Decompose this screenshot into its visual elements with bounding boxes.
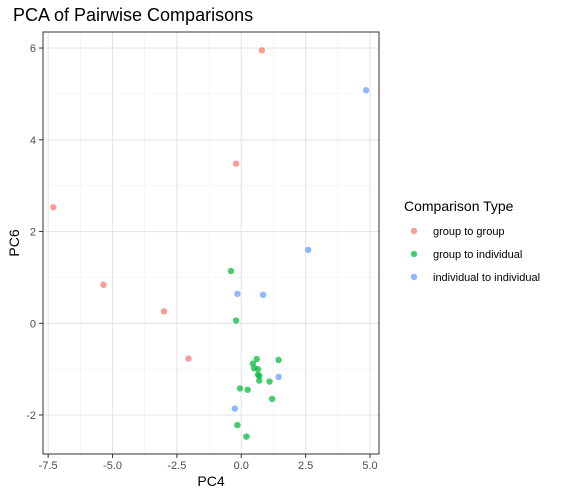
point-individual-to-individual	[234, 290, 241, 298]
legend: Comparison Type group to group group to i…	[404, 198, 540, 284]
y-tick-label: 0	[30, 318, 36, 330]
legend-title: Comparison Type	[404, 198, 514, 214]
point-individual-to-individual	[231, 405, 239, 412]
legend-label-group-to-individual: group to individual	[433, 249, 522, 261]
points-layer	[50, 47, 370, 440]
point-group-to-individual	[256, 372, 263, 380]
y-tick-label: 2	[30, 227, 36, 239]
panel-border	[42, 31, 380, 455]
point-group-to-individual	[266, 378, 273, 385]
legend-label-group-to-group: group to group	[433, 226, 505, 238]
legend-key-group-to-group	[410, 227, 418, 235]
y-axis-title: PC6	[6, 229, 22, 256]
point-group-to-individual	[268, 395, 276, 403]
y-tick-label: 6	[30, 43, 36, 55]
point-group-to-group	[160, 308, 168, 315]
y-tick-label: -2	[26, 410, 36, 422]
point-group-to-individual	[232, 317, 240, 324]
chart-title: PCA of Pairwise Comparisons	[13, 5, 253, 25]
point-group-to-individual	[254, 365, 262, 373]
point-group-to-group	[50, 204, 57, 211]
point-group-to-individual	[236, 385, 244, 392]
point-group-to-individual	[244, 386, 251, 393]
x-tick-label: 2.5	[298, 460, 313, 472]
point-individual-to-individual	[275, 373, 282, 381]
point-group-to-individual	[253, 355, 260, 363]
legend-key-individual-to-individual	[410, 273, 418, 281]
point-group-to-individual	[243, 433, 250, 440]
point-group-to-group	[185, 355, 192, 362]
x-tick-label: 5.0	[362, 460, 377, 472]
legend-label-individual-to-individual: individual to individual	[433, 272, 540, 284]
x-axis-title: PC4	[197, 473, 224, 489]
point-group-to-individual	[234, 421, 241, 429]
x-axis-ticks: -7.5 -5.0 -2.5 0.0 2.5 5.0	[39, 454, 378, 472]
x-tick-label: 0.0	[234, 460, 249, 472]
point-group-to-individual	[227, 267, 235, 275]
point-individual-to-individual	[362, 87, 370, 94]
y-tick-label: 4	[30, 135, 36, 147]
grid-minor	[43, 32, 379, 454]
point-group-to-group	[100, 281, 107, 288]
point-group-to-group	[258, 47, 266, 54]
x-tick-label: -2.5	[167, 460, 186, 472]
point-individual-to-individual	[259, 291, 267, 299]
y-axis-ticks: -2 0 2 4 6	[26, 43, 43, 422]
x-tick-label: -5.0	[103, 460, 122, 472]
point-group-to-individual	[256, 377, 263, 384]
x-tick-label: -7.5	[39, 460, 58, 472]
point-group-to-group	[232, 160, 240, 167]
point-individual-to-individual	[304, 246, 312, 254]
point-group-to-individual	[275, 356, 282, 364]
legend-key-group-to-individual	[410, 250, 418, 258]
grid-major	[43, 32, 379, 454]
